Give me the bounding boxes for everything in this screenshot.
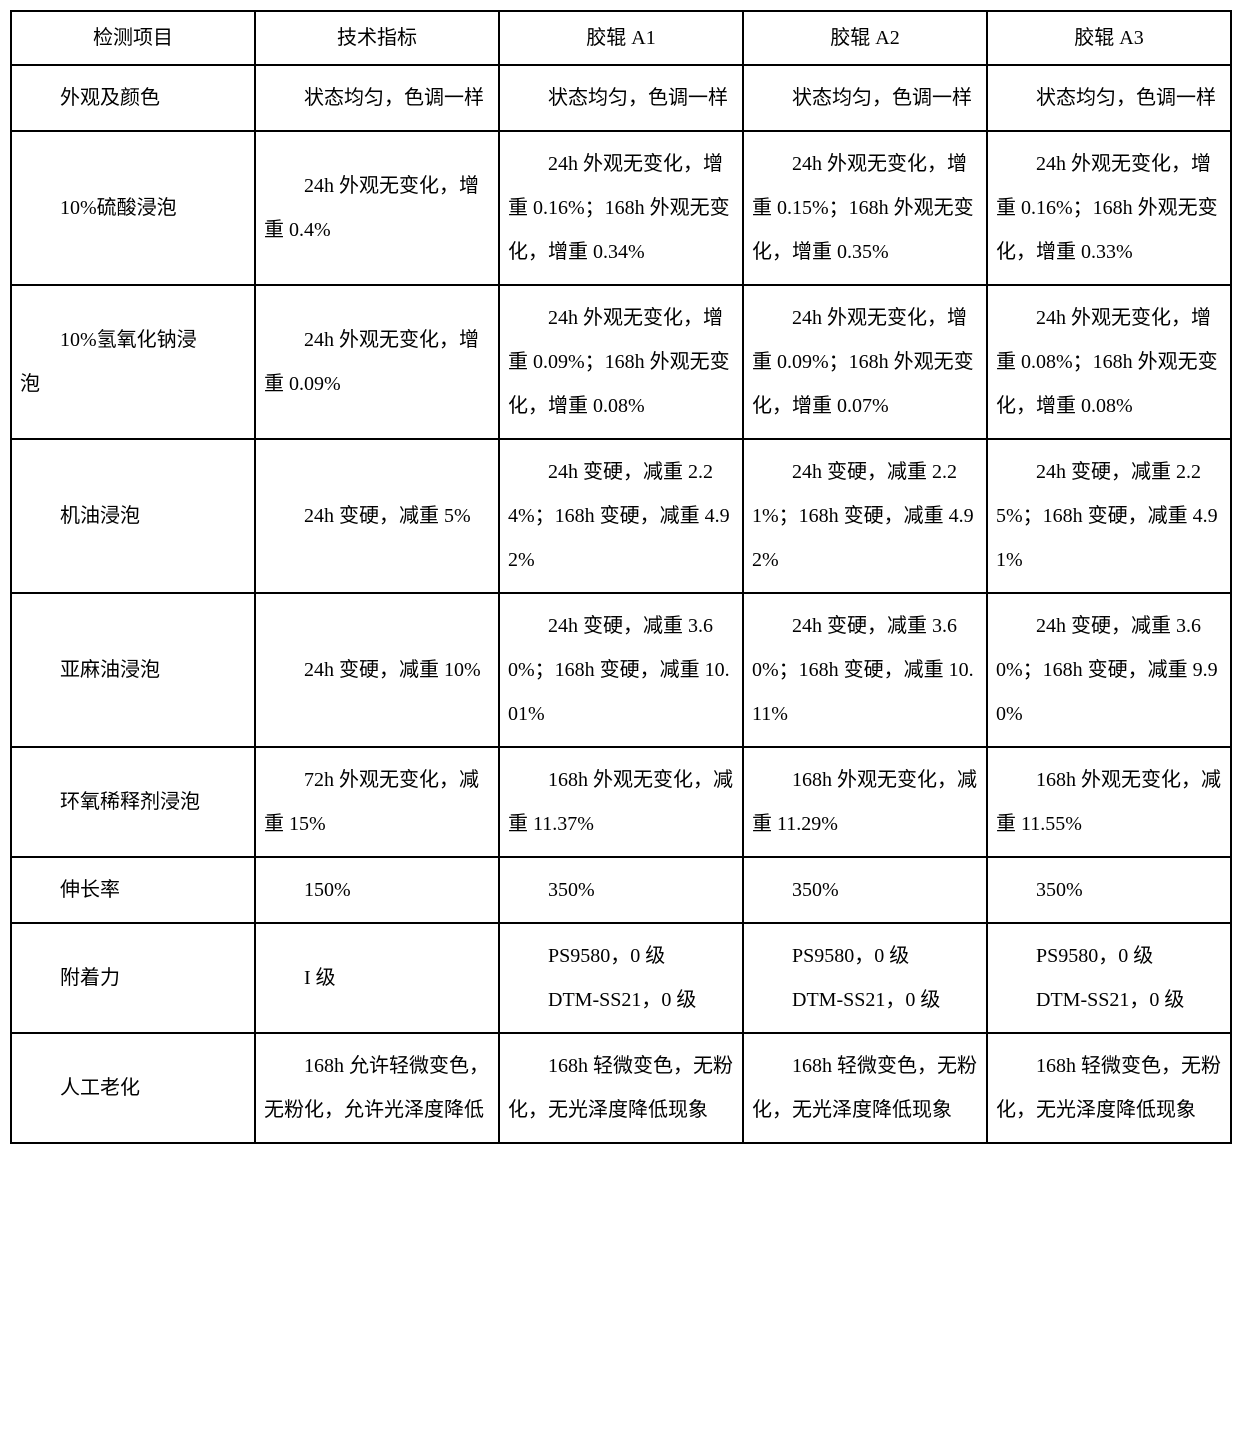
- row-label: 附着力: [11, 923, 255, 1033]
- cell-line: PS9580，0 级: [752, 934, 978, 978]
- cell: PS9580，0 级 DTM-SS21，0 级: [499, 923, 743, 1033]
- cell: 350%: [743, 857, 987, 923]
- table-header-row: 检测项目 技术指标 胶辊 A1 胶辊 A2 胶辊 A3: [11, 11, 1231, 65]
- header-item: 检测项目: [11, 11, 255, 65]
- table-row: 机油浸泡 24h 变硬，减重 5% 24h 变硬，减重 2.24%；168h 变…: [11, 439, 1231, 593]
- cell: 24h 外观无变化，增重 0.16%；168h 外观无变化，增重 0.34%: [499, 131, 743, 285]
- cell: 24h 外观无变化，增重 0.4%: [255, 131, 499, 285]
- table-row: 亚麻油浸泡 24h 变硬，减重 10% 24h 变硬，减重 3.60%；168h…: [11, 593, 1231, 747]
- cell-line: DTM-SS21，0 级: [752, 978, 978, 1022]
- table-row: 10%硫酸浸泡 24h 外观无变化，增重 0.4% 24h 外观无变化，增重 0…: [11, 131, 1231, 285]
- cell: 150%: [255, 857, 499, 923]
- cell: 168h 外观无变化，减重 11.37%: [499, 747, 743, 857]
- cell: 24h 变硬，减重 5%: [255, 439, 499, 593]
- cell: 24h 外观无变化，增重 0.08%；168h 外观无变化，增重 0.08%: [987, 285, 1231, 439]
- cell: 24h 外观无变化，增重 0.09%；168h 外观无变化，增重 0.08%: [499, 285, 743, 439]
- cell-line: I 级: [264, 956, 490, 1000]
- label-line2: 泡: [20, 362, 246, 406]
- row-label: 人工老化: [11, 1033, 255, 1143]
- header-spec: 技术指标: [255, 11, 499, 65]
- test-results-table: 检测项目 技术指标 胶辊 A1 胶辊 A2 胶辊 A3 外观及颜色 状态均匀，色…: [10, 10, 1232, 1144]
- cell: 168h 轻微变色，无粉化，无光泽度降低现象: [987, 1033, 1231, 1143]
- cell: 168h 外观无变化，减重 11.29%: [743, 747, 987, 857]
- cell: 24h 变硬，减重 10%: [255, 593, 499, 747]
- cell: 168h 轻微变色，无粉化，无光泽度降低现象: [499, 1033, 743, 1143]
- cell: 24h 外观无变化，增重 0.09%；168h 外观无变化，增重 0.07%: [743, 285, 987, 439]
- cell: 24h 变硬，减重 3.60%；168h 变硬，减重 9.90%: [987, 593, 1231, 747]
- cell: 24h 变硬，减重 2.25%；168h 变硬，减重 4.91%: [987, 439, 1231, 593]
- header-a1: 胶辊 A1: [499, 11, 743, 65]
- cell: 24h 外观无变化，增重 0.09%: [255, 285, 499, 439]
- cell: 24h 变硬，减重 3.60%；168h 变硬，减重 10.01%: [499, 593, 743, 747]
- cell: I 级: [255, 923, 499, 1033]
- cell: 24h 外观无变化，增重 0.16%；168h 外观无变化，增重 0.33%: [987, 131, 1231, 285]
- cell: 24h 变硬，减重 3.60%；168h 变硬，减重 10.11%: [743, 593, 987, 747]
- cell: 72h 外观无变化，减重 15%: [255, 747, 499, 857]
- row-label: 10%氢氧化钠浸 泡: [11, 285, 255, 439]
- cell: 24h 变硬，减重 2.24%；168h 变硬，减重 4.92%: [499, 439, 743, 593]
- header-a2: 胶辊 A2: [743, 11, 987, 65]
- header-a3: 胶辊 A3: [987, 11, 1231, 65]
- cell-line: DTM-SS21，0 级: [996, 978, 1222, 1022]
- cell: 状态均匀，色调一样: [255, 65, 499, 131]
- cell-line: PS9580，0 级: [996, 934, 1222, 978]
- cell: 350%: [499, 857, 743, 923]
- cell: PS9580，0 级 DTM-SS21，0 级: [743, 923, 987, 1033]
- cell: 状态均匀，色调一样: [987, 65, 1231, 131]
- cell: 168h 允许轻微变色，无粉化，允许光泽度降低: [255, 1033, 499, 1143]
- table-row: 伸长率 150% 350% 350% 350%: [11, 857, 1231, 923]
- row-label: 外观及颜色: [11, 65, 255, 131]
- cell: 168h 外观无变化，减重 11.55%: [987, 747, 1231, 857]
- cell-line: DTM-SS21，0 级: [508, 978, 734, 1022]
- table-row: 10%氢氧化钠浸 泡 24h 外观无变化，增重 0.09% 24h 外观无变化，…: [11, 285, 1231, 439]
- cell: 168h 轻微变色，无粉化，无光泽度降低现象: [743, 1033, 987, 1143]
- table-row: 人工老化 168h 允许轻微变色，无粉化，允许光泽度降低 168h 轻微变色，无…: [11, 1033, 1231, 1143]
- row-label: 机油浸泡: [11, 439, 255, 593]
- label-line1: 10%氢氧化钠浸: [20, 318, 246, 362]
- cell: 350%: [987, 857, 1231, 923]
- cell: 状态均匀，色调一样: [499, 65, 743, 131]
- cell: 状态均匀，色调一样: [743, 65, 987, 131]
- cell: PS9580，0 级 DTM-SS21，0 级: [987, 923, 1231, 1033]
- row-label: 环氧稀释剂浸泡: [11, 747, 255, 857]
- cell: 24h 外观无变化，增重 0.15%；168h 外观无变化，增重 0.35%: [743, 131, 987, 285]
- cell-line: PS9580，0 级: [508, 934, 734, 978]
- cell: 24h 变硬，减重 2.21%；168h 变硬，减重 4.92%: [743, 439, 987, 593]
- row-label: 伸长率: [11, 857, 255, 923]
- row-label: 亚麻油浸泡: [11, 593, 255, 747]
- table-row: 外观及颜色 状态均匀，色调一样 状态均匀，色调一样 状态均匀，色调一样 状态均匀…: [11, 65, 1231, 131]
- table-row: 环氧稀释剂浸泡 72h 外观无变化，减重 15% 168h 外观无变化，减重 1…: [11, 747, 1231, 857]
- table-row: 附着力 I 级 PS9580，0 级 DTM-SS21，0 级 PS9580，0…: [11, 923, 1231, 1033]
- row-label: 10%硫酸浸泡: [11, 131, 255, 285]
